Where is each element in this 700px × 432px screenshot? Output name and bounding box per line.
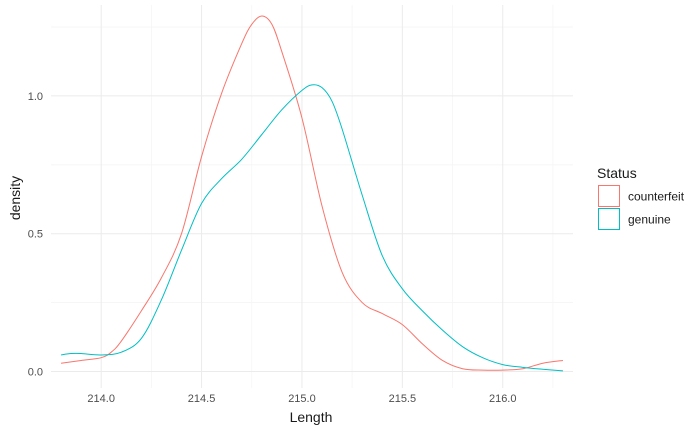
x-tick-label: 214.5 xyxy=(188,393,216,405)
x-axis-ticks: 214.0 214.5 215.0 215.5 216.0 xyxy=(87,393,516,405)
legend-label-genuine: genuine xyxy=(628,213,671,227)
legend-title: Status xyxy=(597,165,637,181)
grid xyxy=(51,5,573,388)
y-axis-ticks: 0.0 0.5 1.0 xyxy=(28,91,43,379)
legend-key-genuine xyxy=(598,208,620,230)
x-tick-label: 214.0 xyxy=(87,393,115,405)
density-line-genuine xyxy=(60,84,564,372)
x-tick-label: 215.0 xyxy=(288,393,316,405)
legend: Status counterfeit genuine xyxy=(597,165,685,230)
density-line-counterfeit xyxy=(60,15,564,371)
legend-label-counterfeit: counterfeit xyxy=(628,190,685,204)
x-axis-title: Length xyxy=(290,409,333,425)
y-axis-title: density xyxy=(7,176,23,220)
y-tick-label: 1.0 xyxy=(28,91,43,103)
legend-key-counterfeit xyxy=(598,185,620,207)
series-lines xyxy=(60,15,564,372)
x-tick-label: 215.5 xyxy=(389,393,417,405)
y-tick-label: 0.5 xyxy=(28,229,43,241)
x-tick-label: 216.0 xyxy=(489,393,517,405)
y-tick-label: 0.0 xyxy=(28,366,43,378)
